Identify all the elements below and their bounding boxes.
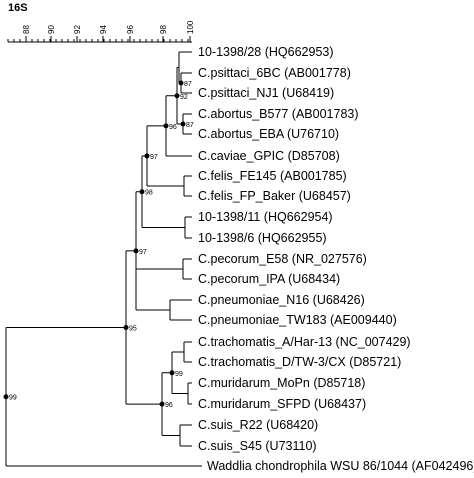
node-marker	[139, 189, 145, 195]
leaf-label: C.muridarum_MoPn (D85718)	[198, 376, 365, 390]
leaf-label: C.trachomatis_D/TW-3/CX (D85721)	[198, 355, 401, 369]
node-marker	[163, 123, 169, 129]
support-value: 99	[175, 371, 183, 378]
scale-tick-label: 92	[73, 25, 82, 34]
support-value: 99	[9, 395, 17, 402]
node-marker	[144, 153, 150, 159]
node-marker	[133, 248, 139, 254]
node-marker	[3, 394, 9, 400]
node-marker	[178, 80, 184, 86]
leaf-labels: 10-1398/28 (HQ662953) C.psittaci_6BC (AB0…	[198, 45, 474, 473]
node-marker	[180, 121, 186, 127]
leaf-label: 10-1398/6 (HQ662955)	[198, 231, 327, 245]
support-value: 97	[150, 154, 158, 161]
leaf-label: Waddlia chondrophila WSU 86/1044 (AF0424…	[207, 459, 474, 473]
scale-tick-label: 90	[47, 25, 56, 34]
leaf-label: 10-1398/28 (HQ662953)	[198, 45, 334, 59]
node-marker	[174, 93, 180, 99]
panel-title: 16S	[8, 2, 28, 14]
scale-tick-label: 100	[186, 20, 195, 34]
node-marker	[123, 324, 129, 330]
support-value: 87	[186, 122, 194, 129]
support-value: 87	[184, 81, 192, 88]
support-value: 92	[180, 94, 188, 101]
support-value: 95	[129, 325, 137, 332]
outgroup-label-backdrop	[202, 460, 472, 472]
leaf-label: C.pneumoniae_N16 (U68426)	[198, 293, 365, 307]
leaf-label: C.felis_FE145 (AB001785)	[198, 169, 347, 183]
node-marker	[159, 401, 165, 407]
support-value: 96	[165, 402, 173, 409]
leaf-label: C.pecorum_IPA (U68434)	[198, 272, 340, 286]
leaf-label: C.trachomatis_A/Har-13 (NC_007429)	[198, 335, 411, 349]
leaf-label: C.suis_S45 (U73110)	[198, 439, 317, 453]
support-value: 96	[169, 124, 177, 131]
leaf-label: C.felis_FP_Baker (U68457)	[198, 189, 351, 203]
leaf-label: C.muridarum_SFPD (U68437)	[198, 397, 366, 411]
leaf-label: C.psittaci_NJ1 (U68419)	[198, 86, 334, 100]
tree-nodes: 87 87 92 96 97 98 97 99 96 95 99	[3, 80, 194, 409]
leaf-label: C.psittaci_6BC (AB001778)	[198, 66, 351, 80]
scale-tick-label: 98	[159, 25, 168, 34]
leaf-label: C.abortus_B577 (AB001783)	[198, 107, 359, 121]
scale-tick-label: 94	[99, 25, 108, 34]
support-value: 97	[139, 249, 147, 256]
leaf-label: C.pecorum_E58 (NR_027576)	[198, 252, 367, 266]
similarity-scale: 88 90 92 94 96 98 100	[7, 20, 195, 43]
leaf-label: C.pneumoniae_TW183 (AE009440)	[198, 313, 397, 327]
leaf-label: C.caviae_GPIC (D85708)	[198, 149, 340, 163]
leaf-label: 10-1398/11 (HQ662954)	[198, 210, 333, 224]
support-value: 98	[145, 190, 153, 197]
node-marker	[169, 370, 175, 376]
leaf-label: C.abortus_EBA (U76710)	[198, 127, 339, 141]
scale-tick-label: 96	[126, 25, 135, 34]
scale-tick-label: 88	[22, 25, 31, 34]
leaf-label: C.suis_R22 (U68420)	[198, 418, 318, 432]
